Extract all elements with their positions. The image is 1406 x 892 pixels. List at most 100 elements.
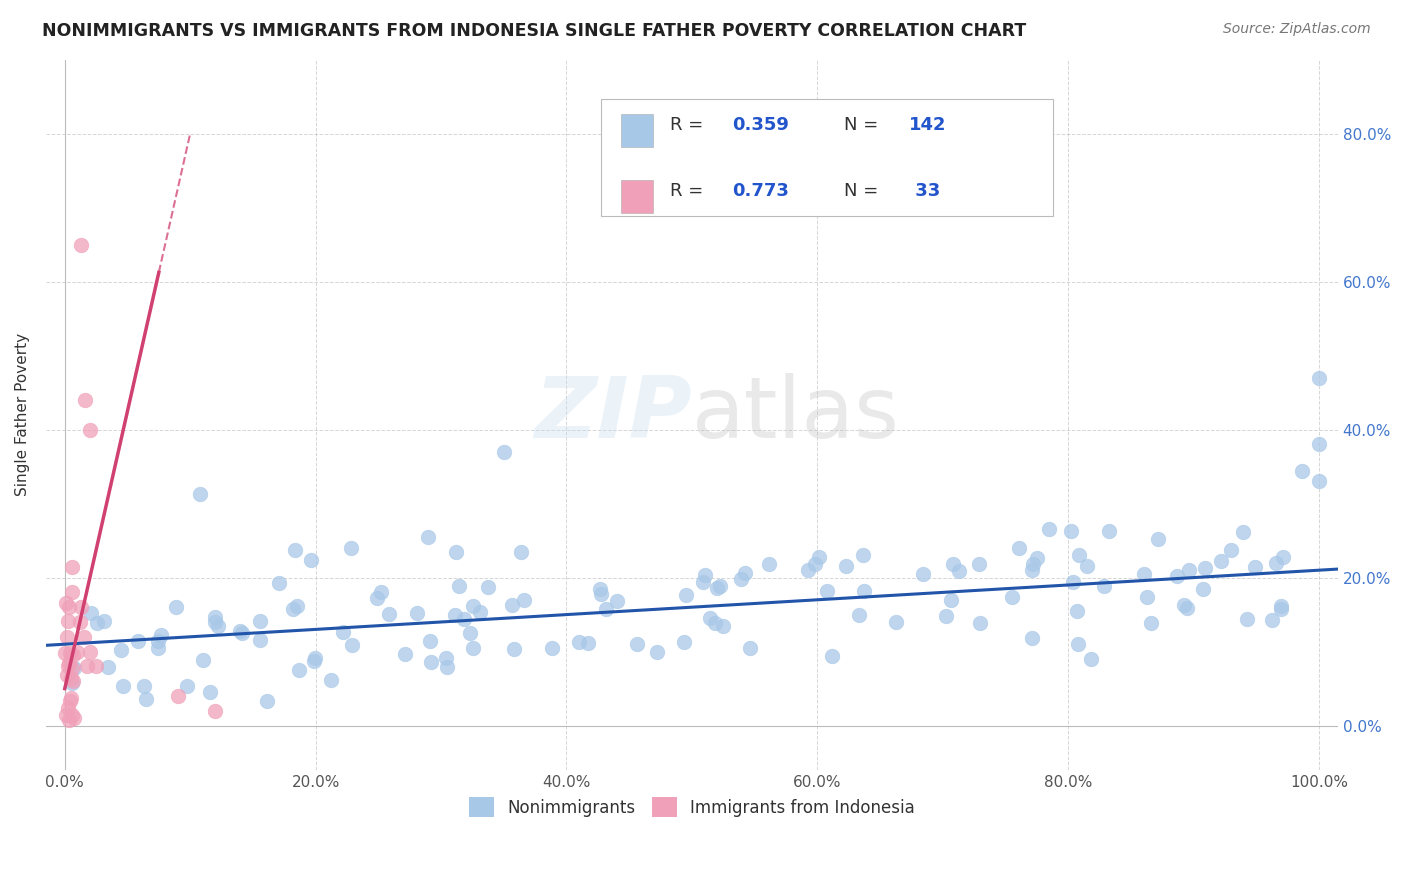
Point	[204, 704, 226, 718]
Point	[699, 611, 721, 625]
Point	[477, 580, 499, 594]
Point	[319, 673, 342, 688]
Point	[1219, 543, 1241, 558]
Point	[62, 648, 84, 663]
Point	[134, 679, 156, 693]
Point	[1008, 541, 1031, 555]
Text: 0.773: 0.773	[733, 182, 789, 200]
Point	[758, 557, 780, 571]
Point	[1140, 616, 1163, 631]
Point	[606, 593, 628, 607]
Point	[969, 615, 991, 630]
Point	[458, 625, 481, 640]
Point	[1092, 579, 1115, 593]
Point	[1308, 437, 1330, 451]
Text: 0.359: 0.359	[733, 116, 789, 134]
Point	[249, 632, 271, 647]
Point	[1136, 590, 1159, 604]
Point	[150, 628, 173, 642]
Point	[97, 660, 120, 674]
Point	[198, 684, 221, 698]
Point	[453, 612, 475, 626]
Point	[1067, 549, 1090, 563]
Point	[304, 651, 326, 665]
Point	[56, 701, 79, 715]
Point	[339, 541, 361, 555]
Point	[1076, 559, 1098, 574]
Point	[821, 649, 844, 664]
Point	[112, 679, 135, 693]
Point	[1038, 522, 1060, 536]
Point	[56, 659, 79, 673]
Point	[709, 579, 731, 593]
Point	[711, 619, 734, 633]
Point	[166, 689, 188, 703]
Point	[1025, 550, 1047, 565]
Point	[419, 634, 441, 648]
Legend: Nonimmigrants, Immigrants from Indonesia: Nonimmigrants, Immigrants from Indonesia	[460, 789, 924, 826]
Point	[942, 557, 965, 571]
Point	[884, 615, 907, 629]
Point	[366, 591, 388, 605]
Point	[70, 600, 93, 615]
Point	[1080, 651, 1102, 665]
Point	[420, 655, 443, 669]
Point	[740, 640, 762, 655]
Point	[332, 625, 354, 640]
Point	[93, 614, 115, 628]
Point	[1308, 475, 1330, 489]
Point	[1133, 566, 1156, 581]
Point	[1021, 563, 1043, 577]
Point	[55, 596, 77, 610]
Point	[281, 602, 304, 616]
Point	[853, 584, 876, 599]
Point	[59, 647, 82, 661]
Point	[176, 679, 198, 693]
Point	[267, 576, 290, 591]
Point	[589, 582, 612, 596]
Point	[62, 661, 84, 675]
FancyBboxPatch shape	[602, 99, 1053, 216]
Point	[1098, 524, 1121, 538]
Point	[165, 600, 187, 615]
Point	[148, 641, 170, 656]
Point	[340, 638, 363, 652]
Point	[63, 710, 86, 724]
Point	[568, 635, 591, 649]
Point	[66, 644, 89, 658]
Point	[287, 663, 309, 677]
Point	[55, 667, 77, 681]
Point	[204, 615, 226, 629]
Point	[1175, 601, 1198, 615]
Point	[1291, 463, 1313, 477]
Point	[1232, 524, 1254, 539]
Point	[1194, 561, 1216, 575]
Point	[911, 567, 934, 582]
Point	[509, 545, 531, 559]
Point	[418, 530, 440, 544]
Text: atlas: atlas	[692, 373, 900, 457]
Point	[503, 642, 526, 657]
Point	[1264, 556, 1286, 570]
Point	[146, 634, 169, 648]
Point	[370, 584, 392, 599]
Point	[626, 637, 648, 651]
Point	[1166, 569, 1188, 583]
Point	[79, 607, 101, 621]
Point	[673, 635, 696, 649]
Point	[1270, 599, 1292, 613]
Point	[1308, 371, 1330, 385]
Point	[730, 572, 752, 586]
Point	[1022, 557, 1045, 571]
Point	[447, 579, 470, 593]
Point	[135, 691, 157, 706]
Point	[249, 615, 271, 629]
Point	[1066, 605, 1088, 619]
Point	[256, 694, 278, 708]
Point	[1270, 601, 1292, 615]
Point	[695, 567, 717, 582]
Point	[110, 643, 132, 657]
Point	[84, 659, 107, 673]
Point	[53, 646, 76, 660]
Text: N =: N =	[844, 182, 884, 200]
